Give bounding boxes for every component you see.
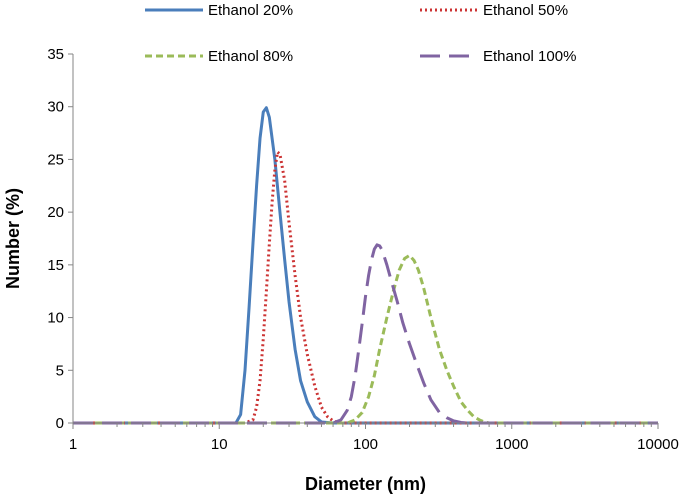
legend: Ethanol 20% Ethanol 50% Ethanol 80% Ethanol…	[145, 2, 576, 65]
y-tick-label: 35	[47, 46, 64, 63]
x-axis-title: Diameter (nm)	[305, 474, 426, 494]
y-tick-label: 30	[47, 99, 64, 116]
legend-label-ethanol-20: Ethanol 20%	[208, 2, 293, 19]
x-tick-label: 10	[211, 436, 228, 453]
legend-label-ethanol-50: Ethanol 50%	[483, 2, 568, 19]
series-line-ethanol-20	[73, 106, 658, 425]
x-tick-label: 100	[353, 436, 378, 453]
series-line-ethanol-80	[73, 253, 658, 425]
legend-label-ethanol-80: Ethanol 80%	[208, 48, 293, 65]
x-tick-label: 1000	[495, 436, 528, 453]
series-line-ethanol-100	[73, 243, 658, 425]
x-axis-ticks: 1 10 100 1000 10000	[69, 423, 679, 453]
axes: 1 10 100 1000 10000 0 5 10 15 20 25 30 35	[47, 46, 679, 453]
x-tick-label: 10000	[637, 436, 679, 453]
legend-label-ethanol-100: Ethanol 100%	[483, 48, 576, 65]
y-axis-title: Number (%)	[3, 188, 23, 289]
y-axis-ticks: 0 5 10 15 20 25 30 35	[47, 46, 73, 432]
y-tick-label: 15	[47, 257, 64, 274]
series-line-ethanol-50	[73, 150, 658, 425]
y-tick-label: 10	[47, 310, 64, 327]
y-tick-label: 25	[47, 151, 64, 168]
y-tick-label: 20	[47, 204, 64, 221]
x-tick-label: 1	[69, 436, 77, 453]
y-tick-label: 0	[56, 415, 64, 432]
plot-area	[73, 106, 658, 425]
y-tick-label: 5	[56, 362, 64, 379]
